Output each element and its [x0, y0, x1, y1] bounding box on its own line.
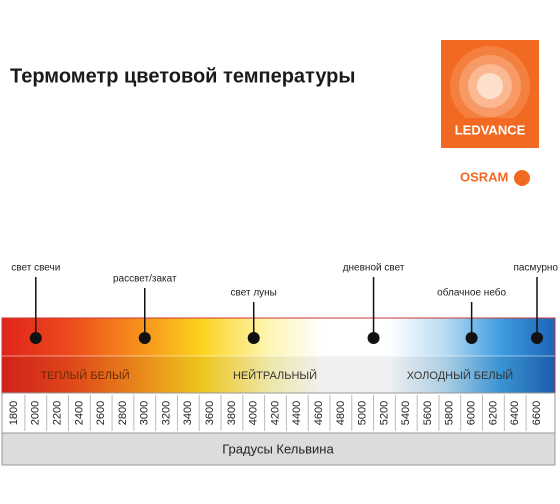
- axis-label-bar: [1, 432, 556, 466]
- tick-label: 5800: [444, 401, 456, 425]
- tick-label: 3600: [204, 401, 216, 425]
- tick-label: 5000: [357, 401, 369, 425]
- logo-icon: [514, 170, 530, 186]
- marker-dot: [247, 332, 260, 344]
- tick-label: 3200: [160, 401, 172, 425]
- tick-label: 4200: [269, 401, 281, 425]
- zone-band: [2, 356, 555, 393]
- marker-label: рассвет/закат: [113, 274, 177, 285]
- tick-label: 2800: [117, 401, 129, 425]
- tick-label: 6400: [509, 401, 521, 425]
- marker-dot: [367, 332, 380, 344]
- tick-label: 5400: [400, 401, 412, 425]
- tick-label: 2600: [95, 401, 107, 425]
- marker-dot: [138, 332, 151, 344]
- title: Термометр цветовой температуры: [10, 65, 355, 87]
- tick-label: 6200: [487, 401, 499, 425]
- tick-label: 3400: [182, 401, 194, 425]
- axis-label: Градусы Кельвина: [222, 441, 334, 456]
- marker-label: пасмурно: [514, 263, 559, 274]
- tick-label: 1800: [8, 401, 20, 425]
- logo-sub-brand: OSRAM: [460, 169, 508, 184]
- tick-area: [1, 392, 556, 434]
- logo-brand: LEDVANCE: [455, 122, 526, 137]
- logo-band: [441, 118, 539, 148]
- tick-label: 5200: [378, 401, 390, 425]
- tick-label: 3800: [226, 401, 238, 425]
- marker-dot: [465, 332, 478, 344]
- tick-label: 4000: [248, 401, 260, 425]
- logo-ring: [477, 73, 503, 99]
- logo: LEDVANCE OSRAM: [441, 40, 539, 186]
- marker-label: дневной свет: [343, 263, 405, 274]
- marker-dot: [29, 332, 42, 344]
- tick-label: 2400: [73, 401, 85, 425]
- zone-label: ТЕПЛЫЙ БЕЛЫЙ: [40, 369, 129, 382]
- marker-label: облачное небо: [437, 287, 506, 299]
- tick-label: 3000: [139, 401, 151, 425]
- tick-label: 6000: [466, 401, 478, 425]
- marker-dot: [531, 332, 543, 344]
- zone-label: НЕЙТРАЛЬНЫЙ: [233, 369, 317, 382]
- tick-label: 6600: [531, 401, 543, 425]
- tick-label: 2000: [30, 401, 42, 425]
- tick-label: 4800: [335, 401, 347, 425]
- tick-label: 5600: [422, 401, 434, 425]
- tick-label: 2200: [51, 401, 63, 425]
- zone-label: ХОЛОДНЫЙ БЕЛЫЙ: [407, 369, 513, 382]
- tick-label: 4600: [313, 401, 325, 425]
- tick-label: 4400: [291, 401, 303, 425]
- marker-label: свет свечи: [11, 263, 60, 274]
- marker-label: свет луны: [231, 288, 277, 299]
